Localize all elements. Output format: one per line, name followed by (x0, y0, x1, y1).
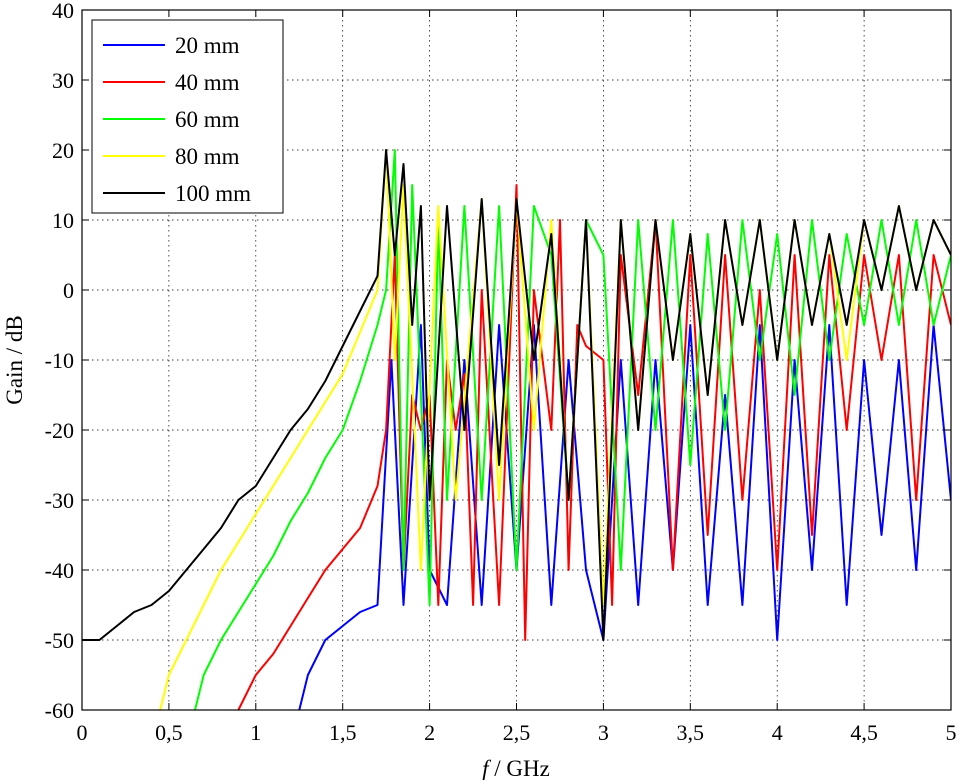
y-tick-label: -20 (45, 418, 74, 443)
y-tick-label: 0 (63, 278, 74, 303)
y-tick-label: -50 (45, 628, 74, 653)
y-axis-label: Gain / dB (2, 315, 27, 404)
series-line-60mm (194, 149, 951, 710)
y-tick-label: 10 (52, 208, 74, 233)
series-line-20mm (298, 324, 951, 710)
x-tick-label: 2 (424, 720, 435, 745)
legend-label: 60 mm (175, 107, 240, 132)
legend-label: 40 mm (175, 70, 240, 95)
axis-ticks: 0 0,5 1 1,5 2 2,5 3 3,5 4 4,5 5 -60 -50 -40 -30 -20 -10 0… (45, 0, 957, 745)
x-tick-label: 1,5 (329, 720, 357, 745)
legend-label: 80 mm (175, 144, 240, 169)
x-tick-label: 2,5 (503, 720, 531, 745)
y-tick-label: -60 (45, 698, 74, 723)
x-tick-label: 5 (946, 720, 957, 745)
x-tick-label: 0 (77, 720, 88, 745)
y-tick-label: 20 (52, 138, 74, 163)
legend-label: 100 mm (175, 181, 251, 206)
y-tick-label: -10 (45, 348, 74, 373)
x-tick-label: 3,5 (677, 720, 705, 745)
x-axis-label: f / GHz (482, 756, 550, 780)
series-lines (82, 149, 951, 710)
y-tick-label: -40 (45, 558, 74, 583)
series-line-100mm (82, 149, 951, 641)
legend: 20 mm 40 mm 60 mm 80 mm 100 mm (91, 19, 284, 214)
y-tick-label: -30 (45, 488, 74, 513)
legend-box (91, 19, 284, 214)
y-tick-label: 30 (52, 68, 74, 93)
x-tick-label: 1 (250, 720, 261, 745)
x-tick-label: 4 (772, 720, 783, 745)
y-tick-label: 40 (52, 0, 74, 23)
x-tick-label: 3 (598, 720, 609, 745)
legend-label: 20 mm (175, 33, 240, 58)
x-tick-label: 0,5 (155, 720, 183, 745)
x-tick-label: 4,5 (850, 720, 878, 745)
